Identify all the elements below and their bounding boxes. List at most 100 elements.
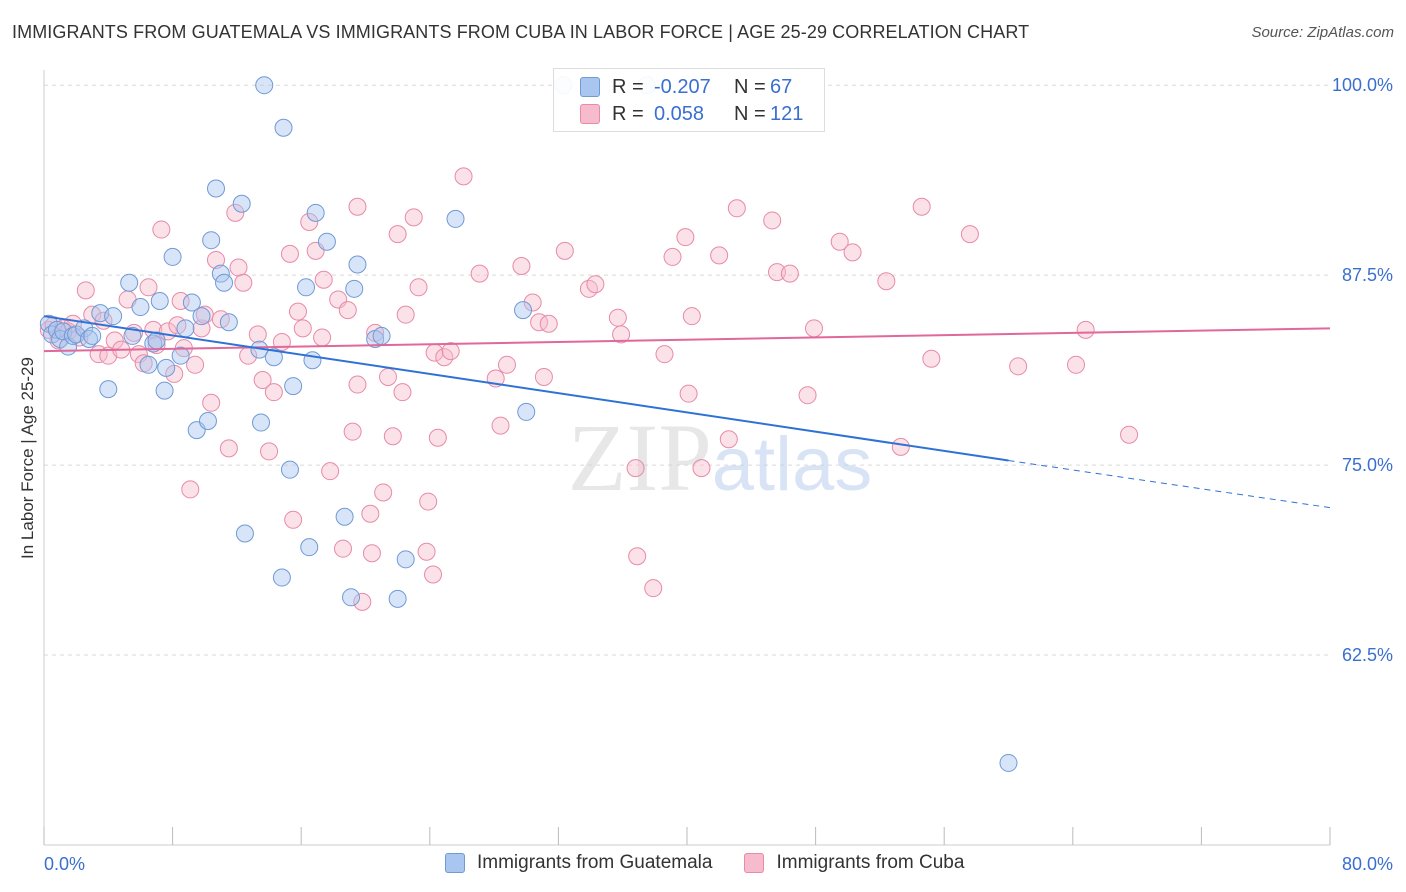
cuba-point <box>454 167 473 186</box>
guatemala-point <box>83 326 102 345</box>
cuba-point <box>470 264 489 283</box>
guatemala-point <box>215 273 234 292</box>
guatemala-point <box>297 278 316 297</box>
guatemala-point <box>280 460 299 479</box>
cuba-point <box>333 539 352 558</box>
legend-label-guatemala: Immigrants from Guatemala <box>477 852 713 873</box>
cuba-point <box>76 281 95 300</box>
x-tick-label: 0.0% <box>44 854 85 874</box>
cuba-point <box>663 247 682 266</box>
cuba-point <box>181 480 200 499</box>
n-value-guatemala: 67 <box>770 75 793 98</box>
cuba-point <box>428 428 447 447</box>
r-value-cuba: 0.058 <box>654 102 705 125</box>
cuba-point <box>152 220 171 239</box>
cuba-point <box>260 442 279 461</box>
guatemala-swatch <box>445 853 465 873</box>
cuba-point <box>891 437 910 456</box>
tick-labels: 62.5% 75.0% 87.5% 100.0% 0.0% 80.0% <box>44 75 1393 874</box>
guatemala-point <box>300 538 319 557</box>
guatemala-point <box>219 313 238 332</box>
cuba-point <box>139 278 158 297</box>
cuba-point <box>804 319 823 338</box>
guatemala-trend-extension <box>1008 460 1331 509</box>
r-value-guatemala: -0.207 <box>654 75 711 98</box>
guatemala-point <box>396 550 415 569</box>
cuba-point <box>912 197 931 216</box>
y-tick-label: 100.0% <box>1332 75 1393 95</box>
guatemala-point <box>139 355 158 374</box>
guatemala-point <box>446 209 465 228</box>
guatemala-point <box>176 319 195 338</box>
cuba-point <box>229 258 248 277</box>
guatemala-point <box>517 402 536 421</box>
cuba-point <box>314 270 333 289</box>
watermark-zip: ZIP <box>568 404 712 511</box>
cuba-point <box>676 228 695 247</box>
cuba-point <box>186 355 205 374</box>
guatemala-point <box>342 588 361 607</box>
guatemala-point <box>252 413 271 432</box>
cuba-point <box>830 232 849 251</box>
cuba-point <box>234 273 253 292</box>
cuba-point <box>692 459 711 478</box>
cuba-point <box>424 565 443 584</box>
guatemala-point <box>80 329 99 348</box>
guatemala-point <box>372 326 391 345</box>
guatemala-point <box>131 298 150 317</box>
cuba-point <box>727 199 746 218</box>
cuba-point <box>171 291 190 310</box>
cuba-point <box>1076 320 1095 339</box>
legend-item-cuba[interactable]: Immigrants from Cuba <box>744 852 964 874</box>
cuba-point <box>612 325 631 344</box>
guatemala-point <box>274 118 293 137</box>
guatemala-point <box>104 307 123 326</box>
cuba-point <box>579 279 598 298</box>
source-label: Source: ZipAtlas.com <box>1251 24 1394 41</box>
guatemala-point <box>192 307 211 326</box>
guatemala-point <box>120 273 139 292</box>
guatemala-point <box>317 232 336 251</box>
trend-lines <box>43 315 1331 509</box>
y-tick-label: 75.0% <box>1342 455 1393 475</box>
cuba-point <box>682 307 701 326</box>
legend: Immigrants from Guatemala Immigrants fro… <box>445 852 996 874</box>
cuba-point <box>655 345 674 364</box>
cuba-point <box>523 293 542 312</box>
cuba-point <box>202 393 221 412</box>
guatemala-point <box>157 358 176 377</box>
cuba-point <box>719 430 738 449</box>
n-value-cuba: 121 <box>770 102 804 125</box>
cuba-point <box>497 355 516 374</box>
cuba-point <box>1120 425 1139 444</box>
guatemala-point <box>264 348 283 367</box>
cuba-point <box>383 427 402 446</box>
guatemala-trend-line <box>43 315 1009 462</box>
guatemala-point <box>388 589 407 608</box>
guatemala-point <box>303 351 322 370</box>
guatemala-point <box>345 279 364 298</box>
cuba-points <box>39 167 1139 611</box>
guatemala-point <box>198 412 217 431</box>
cuba-point <box>417 542 436 561</box>
guatemala-point <box>144 334 163 353</box>
r-label: R = <box>612 75 644 98</box>
axes <box>43 70 1331 846</box>
cuba-point <box>348 375 367 394</box>
guatemala-point <box>171 346 190 365</box>
guatemala-swatch <box>580 77 600 97</box>
cuba-point <box>922 349 941 368</box>
stats-box: R = -0.207 N = 67 R = 0.058 N = 121 <box>553 68 825 132</box>
guatemala-point <box>182 293 201 312</box>
cuba-point <box>763 211 782 230</box>
cuba-point <box>491 416 510 435</box>
guatemala-points <box>39 76 1018 772</box>
cuba-point <box>379 367 398 386</box>
cuba-point <box>530 313 549 332</box>
legend-item-guatemala[interactable]: Immigrants from Guatemala <box>445 852 712 874</box>
guatemala-point <box>150 291 169 310</box>
cuba-point <box>409 278 428 297</box>
guatemala-point <box>514 301 533 320</box>
cuba-point <box>644 579 663 598</box>
cuba-point <box>362 544 381 563</box>
